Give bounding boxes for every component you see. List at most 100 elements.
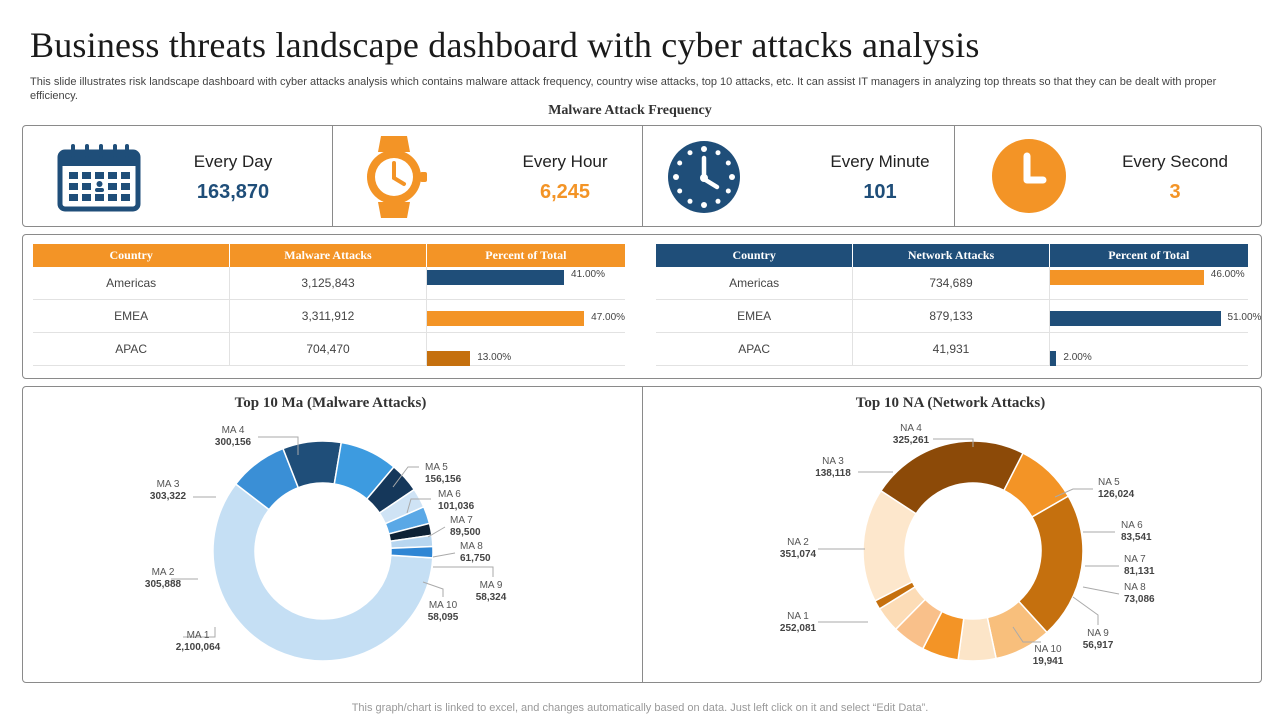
country-cell: EMEA [33,299,231,333]
attacks-cell: 3,311,912 [229,299,427,333]
percent-bar [426,270,565,285]
kpi-divider [332,126,333,226]
footer-note: This graph/chart is linked to excel, and… [351,702,929,714]
kpi-divider [642,126,643,226]
leader-line [392,466,419,488]
percent-cell: 51.00% [1049,299,1261,333]
leader-line [933,438,974,447]
slice-name-label: MA 4 [222,425,245,436]
table-row: APAC 41,931 2.00% [656,332,1248,366]
table-row: EMEA 3,311,912 47.00% [33,299,626,333]
kpi-value: 3 [1169,181,1181,203]
column-header: Percent of Total [1108,248,1190,262]
leader-line [258,436,299,455]
country-cell: APAC [33,332,231,366]
slice-value-label: 61,750 [460,553,491,564]
slice-value-label: 56,917 [1083,640,1114,651]
column-header: Malware Attacks [229,244,427,267]
slice-name-label: MA 3 [157,479,180,490]
slice-name-label: MA 5 [425,462,448,473]
calendar-icon [57,144,141,212]
chart-title: Top 10 Ma (Malware Attacks) [234,395,427,411]
percent-cell: 2.00% [1049,332,1248,366]
table-row: Americas 3,125,843 41.00% [33,267,625,300]
slice-name-label: MA 8 [460,541,483,552]
kpi-every-day: Every Day 163,870 [23,126,332,226]
country-cell: Americas [656,267,854,300]
slice-value-label: 305,888 [145,579,182,590]
leader-line [183,627,216,638]
slice-name-label: NA 8 [1124,582,1146,593]
slice-value-label: 325,261 [893,435,930,446]
network-attacks-table: Country Network Attacks Percent of Total… [656,244,1261,366]
section-title: Malware Attack Frequency [548,103,712,118]
kpi-label: Every Day [193,152,273,171]
clock-icon [668,141,740,213]
slice-name-label: MA 2 [152,567,175,578]
attacks-cell: 879,133 [852,299,1050,333]
attacks-cell: 3,125,843 [229,267,427,300]
kpi-panel: Every Day 163,870 Every Hour 6,245 Every [22,125,1262,227]
table-row: APAC 704,470 13.00% [33,332,625,366]
kpi-value: 101 [863,181,897,203]
table-header-row: Country Malware Attacks Percent of Total [33,244,625,267]
percent-bar [426,311,585,326]
kpi-label: Every Hour [522,152,608,171]
column-header: Country [33,244,231,267]
percent-bar [1049,311,1221,326]
table-row: Americas 734,689 46.00% [656,267,1248,300]
slice-value-label: 73,086 [1124,594,1155,605]
kpi-divider [954,126,955,226]
slice-name-label: NA 7 [1124,554,1146,565]
slice-value-label: 351,074 [780,549,817,560]
slice-value-label: 81,131 [1124,566,1155,577]
attacks-cell: 704,470 [229,332,427,366]
chart-divider [642,387,643,682]
table-header-row: Country Network Attacks Percent of Total [656,244,1248,267]
percent-cell: 46.00% [1049,267,1248,300]
donut-slice [879,440,1025,515]
slice-name-label: MA 9 [480,580,503,591]
kpi-value: 163,870 [196,181,270,203]
kpi-every-second: Every Second 3 [955,126,1261,226]
clock-circle-icon [992,139,1066,213]
slice-name-label: NA 5 [1098,477,1120,488]
percent-bar [1049,270,1204,285]
slice-value-label: 303,322 [150,491,187,502]
slice-name-label: MA 7 [450,515,473,526]
kpi-every-minute: Every Minute 101 [643,126,954,226]
slice-value-label: 138,118 [815,468,851,479]
country-cell: APAC [656,332,854,366]
percent-label: 51.00% [1227,312,1262,323]
leader-line [1012,626,1041,643]
attacks-cell: 41,931 [852,332,1050,366]
slice-name-label: MA 6 [438,489,461,500]
charts-panel: Top 10 Ma (Malware Attacks) Top 10 NA (N… [22,386,1262,683]
kpi-every-hour: Every Hour 6,245 [333,126,642,226]
percent-cell: 41.00% [426,267,625,300]
column-header: Network Attacks [852,244,1050,267]
kpi-label: Every Second [1122,152,1228,171]
slice-value-label: 101,036 [438,501,475,512]
table-row: EMEA 879,133 51.00% [656,299,1261,333]
column-header: Percent of Total [485,248,567,262]
slice-name-label: NA 3 [822,456,844,467]
slice-name-label: NA 10 [1034,644,1062,655]
country-cell: Americas [33,267,231,300]
donut-slice [390,545,434,559]
column-header: Country [656,244,854,267]
slice-value-label: 58,095 [428,612,459,623]
tables-panel: Country Malware Attacks Percent of Total… [22,234,1262,379]
slice-value-label: 126,024 [1098,489,1135,500]
kpi-label: Every Minute [830,152,930,171]
percent-cell: 13.00% [426,332,625,366]
slice-name-label: MA 10 [429,600,458,611]
leader-line [1054,488,1093,498]
slice-value-label: 83,541 [1121,532,1152,543]
leader-line [422,581,444,597]
page-title: Business threats landscape dashboard wit… [30,25,980,65]
percent-label: 47.00% [591,312,626,323]
malware-attacks-table: Country Malware Attacks Percent of Total… [33,244,625,366]
